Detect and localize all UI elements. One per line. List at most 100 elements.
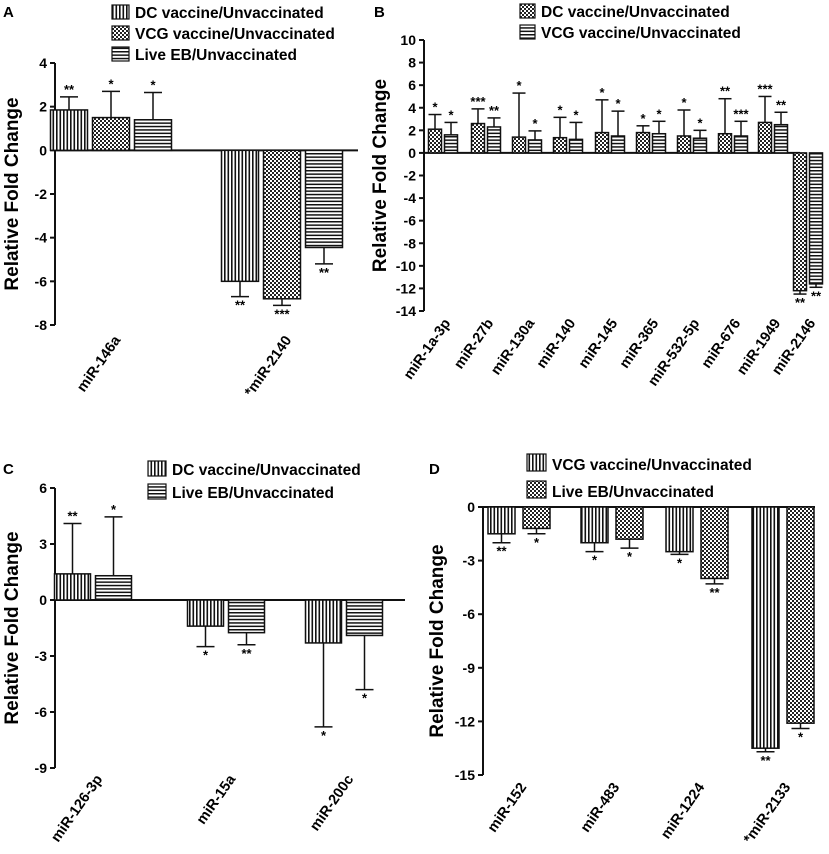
bar [786,506,815,724]
y-tick-label: 0 [408,145,416,161]
y-tick-label: -2 [35,186,48,202]
significance-label: * [656,106,662,121]
significance-label: * [111,502,117,517]
y-tick-label: -3 [463,553,476,569]
significance-label: * [532,116,538,131]
y-tick-label: -8 [404,235,417,251]
y-tick-label: -12 [455,713,475,729]
legend-swatch [111,46,130,62]
x-tick-label: miR-152 [485,780,530,835]
y-axis-title: Relative Fold Change [2,97,23,290]
y-tick-label: 0 [467,499,475,515]
bar [487,506,516,535]
significance-label: *** [733,106,749,121]
significance-label: * [640,111,646,126]
bar [552,136,568,154]
bar [568,138,584,154]
significance-label: * [599,85,605,100]
panel-b-chart: 10 8 6 4 2 0 -2 -4 -6 -8 -10 -12 -14 Relative Fold Ch… [370,3,824,389]
legend-swatch [147,483,167,500]
bar [615,506,644,540]
significance-label: * [321,728,327,743]
bar [522,506,551,530]
y-tick-label: 2 [408,122,416,138]
significance-label: * [534,535,540,550]
x-tick-label: miR-140 [534,316,579,371]
bar [773,123,789,154]
y-axis-title: Relative Fold Change [427,544,448,737]
significance-label: * [615,96,621,111]
y-axis-title: Relative Fold Change [2,531,23,724]
x-tick-label: miR-126-3p [48,772,106,845]
legend-label: DC vaccine/Unvaccinated [541,4,730,21]
bar [49,109,89,152]
significance-label: * [573,107,579,122]
significance-label: * [516,78,522,93]
significance-label: ** [496,544,507,559]
significance-label: ** [776,97,787,112]
y-tick-label: 0 [39,142,47,158]
x-tick-label: *miR-2133 [741,780,794,847]
significance-label: * [557,102,563,117]
legend-label: Live EB/Unvaccinated [552,484,714,501]
significance-label: * [432,100,438,115]
legend-swatch [519,24,536,40]
significance-label: * [592,553,598,568]
legend-label: Live EB/Unvaccinated [172,485,334,502]
bar [443,134,459,154]
bar [751,506,780,749]
panel-a-letter: A [3,4,14,21]
y-tick-label: 8 [408,55,416,71]
legend-swatch [526,453,547,472]
significance-label: ** [64,82,75,97]
y-tick-label: 4 [408,100,416,116]
x-tick-label: miR-15a [194,771,240,827]
bar [635,131,651,154]
bar [527,139,543,154]
significance-label: ** [760,753,771,768]
y-tick-label: -12 [396,280,416,296]
bar [94,574,133,601]
significance-label: ** [811,288,822,303]
significance-label: *** [274,306,290,321]
legend-swatch [111,25,130,41]
x-tick-label: *miR-2140 [242,333,295,400]
bar [304,149,344,249]
significance-label: * [697,115,703,130]
bar [717,132,733,154]
y-tick-label: 2 [39,99,47,115]
legend-swatch [111,4,130,20]
bar [757,121,773,154]
bar [792,152,808,292]
significance-label: ** [319,265,330,280]
x-tick-label: miR-1224 [658,780,708,842]
significance-label: * [798,730,804,745]
significance-label: * [677,555,683,570]
significance-label: * [362,691,368,706]
bar [594,131,610,154]
bar [304,599,343,644]
y-tick-label: -14 [396,303,416,319]
legend-label: DC vaccine/Unvaccinated [172,462,361,479]
x-tick-label: miR-200c [307,772,357,834]
legend-label: DC vaccine/Unvaccinated [135,5,324,22]
significance-label: * [681,95,687,110]
significance-label: *** [470,94,486,109]
bar [186,599,225,627]
y-tick-label: -9 [35,760,48,776]
panel-c-letter: C [3,461,14,478]
significance-label: ** [489,103,500,118]
significance-label: ** [795,295,806,310]
y-tick-label: 10 [400,32,416,48]
y-tick-label: 3 [39,536,47,552]
bar [580,506,609,544]
x-tick-label: miR-145 [576,316,621,371]
significance-label: ** [720,84,731,99]
y-tick-label: -9 [463,660,476,676]
bar [808,152,824,285]
bar [692,137,708,154]
legend-label: VCG vaccine/Unvaccinated [135,26,335,43]
